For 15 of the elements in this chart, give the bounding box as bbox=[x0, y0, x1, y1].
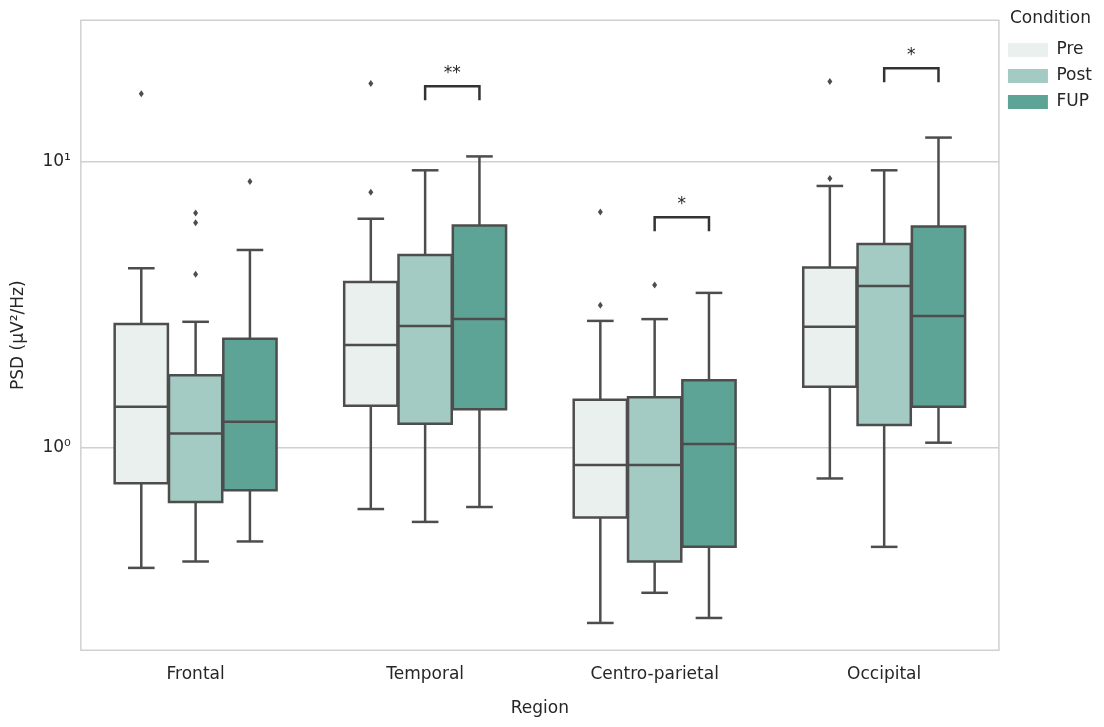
legend-title: Condition bbox=[1009, 6, 1092, 27]
legend-label: Pre bbox=[1056, 38, 1084, 59]
x-tick-label: Occipital bbox=[847, 662, 922, 683]
x-axis-title: Region bbox=[510, 697, 569, 718]
x-tick-label: Temporal bbox=[385, 662, 465, 683]
annotation: ** bbox=[443, 62, 461, 83]
x-tick-label: Frontal bbox=[166, 662, 225, 683]
legend-label: FUP bbox=[1056, 90, 1089, 111]
annotation: * bbox=[907, 44, 916, 65]
legend-label: Post bbox=[1056, 64, 1093, 85]
y-axis-title: PSD (μV²/Hz) bbox=[6, 280, 27, 390]
y-tick-label: 10⁰ bbox=[42, 436, 72, 456]
annotation: * bbox=[677, 193, 687, 214]
y-tick-label: 10¹ bbox=[42, 149, 71, 170]
x-tick-label: Centro-parietal bbox=[590, 662, 719, 683]
